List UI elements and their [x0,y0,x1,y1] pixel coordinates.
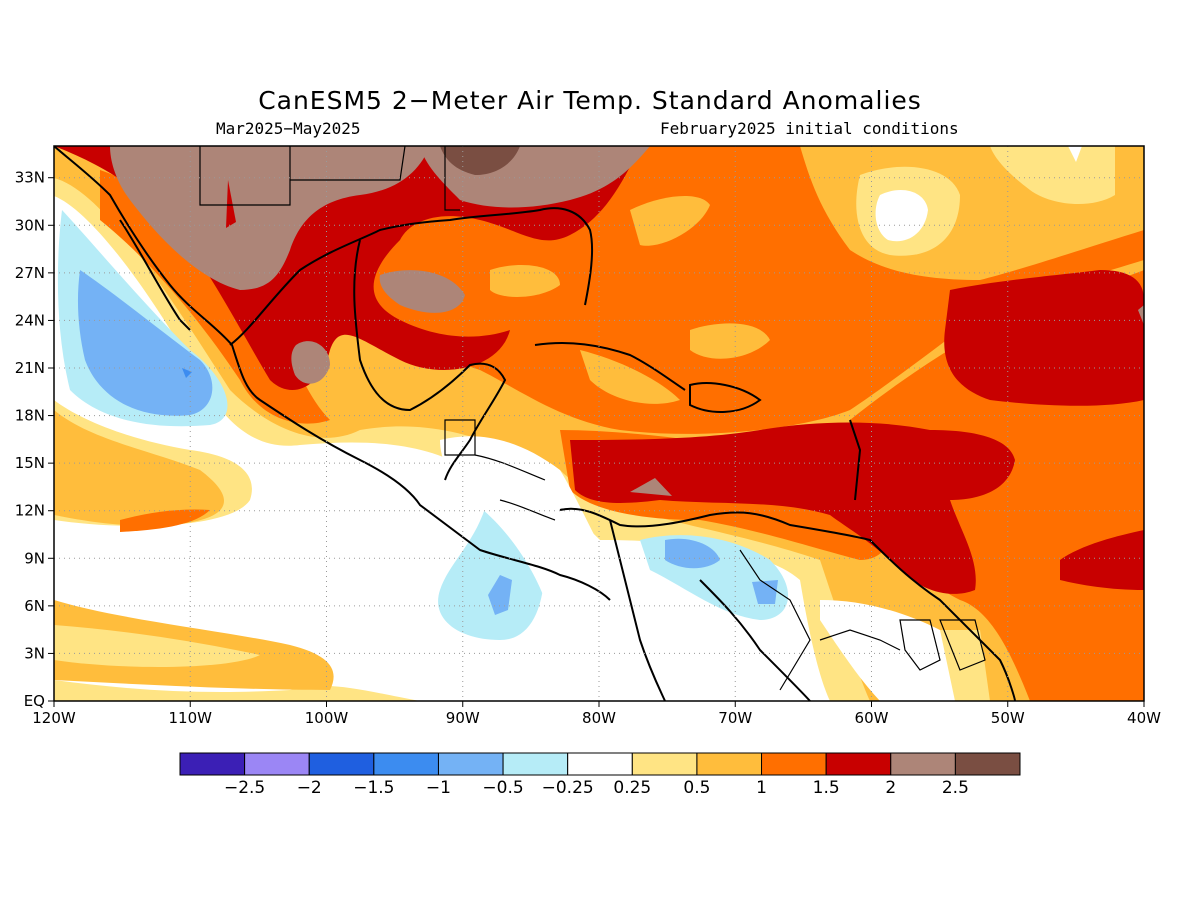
colorbar-label: −2.5 [224,778,265,798]
colorbar-swatch [308,752,375,776]
lon-tick-label: 50W [991,709,1025,727]
colorbar-label: 0.5 [683,778,710,798]
lat-tick-label: 12N [15,502,45,520]
initial-conditions: February2025 initial conditions [660,119,959,138]
lat-tick-label: 18N [15,407,45,425]
colorbar-label: −1 [426,778,451,798]
forecast-period: Mar2025−May2025 [216,119,361,138]
colorbar-label: −2 [297,778,322,798]
colorbar-label: 2 [885,778,896,798]
colorbar-label: −0.25 [542,778,594,798]
lat-tick-label: 33N [15,169,45,187]
lat-tick-label: EQ [24,692,45,710]
colorbar-label: −0.5 [482,778,523,798]
lon-tick-label: 40W [1127,709,1161,727]
colorbar-swatch [179,752,246,776]
colorbar-swatch [890,752,956,776]
anomaly-region-white-1 [54,196,830,701]
colorbar-label: 1 [756,778,767,798]
lat-tick-label: 21N [15,359,45,377]
colorbar-swatch [954,752,1021,776]
colorbar-swatch [437,752,504,776]
country-borders [199,146,986,691]
colorbar: −2.5 −2 −1.5 −1 −0.5 −0.25 0.25 0.5 1 1.5 2 2.5 [179,752,1021,798]
colorbar-swatch [373,752,439,776]
lon-tick-label: 80W [582,709,616,727]
lon-tick-label: 90W [446,709,480,727]
lat-tick-label: 27N [15,264,45,282]
colorbar-swatch [696,752,763,776]
colorbar-swatch [567,752,633,776]
lat-tick-label: 9N [24,549,45,567]
chart-title: CanESM5 2−Meter Air Temp. Standard Anoma… [258,86,922,115]
colorbar-label: 1.5 [813,778,840,798]
colorbar-swatch [631,752,698,776]
anomaly-shading [54,146,1144,701]
graticule [54,146,1144,701]
coastlines [54,146,1016,701]
lon-tick-label: 70W [718,709,752,727]
lon-tick-label: 100W [305,709,349,727]
lat-tick-label: 3N [24,644,45,662]
lat-tick-label: 15N [15,454,45,472]
lat-tick-label: 6N [24,597,45,615]
colorbar-label: −1.5 [353,778,394,798]
latitude-axis: EQ 3N 6N 9N 12N 15N 18N 21N 24N 27N 30N 33N [15,169,54,710]
colorbar-swatch [502,752,569,776]
lat-tick-label: 30N [15,216,45,234]
colorbar-swatch [761,752,827,776]
colorbar-swatch [825,752,892,776]
lat-tick-label: 24N [15,311,45,329]
lon-tick-label: 120W [32,709,76,727]
colorbar-swatch [244,752,310,776]
colorbar-label: 2.5 [942,778,969,798]
lon-tick-label: 60W [855,709,889,727]
longitude-axis: 120W 110W 100W 90W 80W 70W 60W 50W 40W [32,701,1161,727]
lon-tick-label: 110W [169,709,213,727]
colorbar-label: 0.25 [613,778,651,798]
